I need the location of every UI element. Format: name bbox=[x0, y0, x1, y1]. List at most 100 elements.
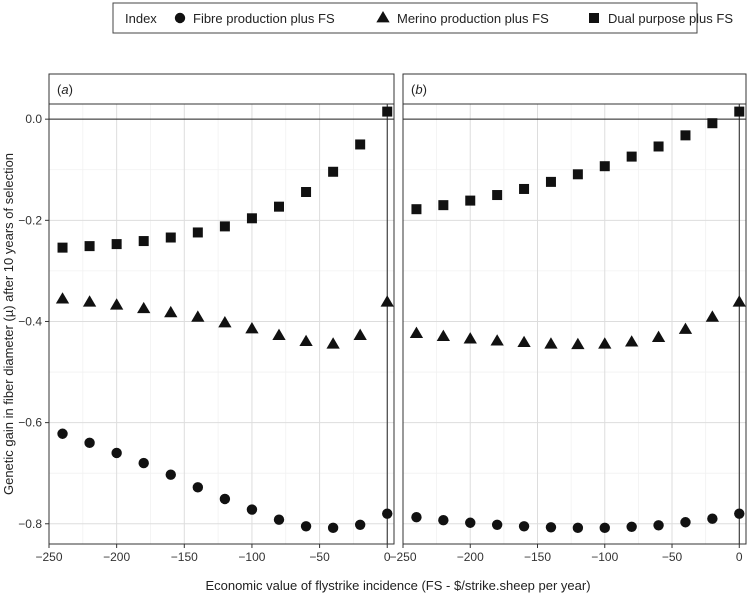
panel-label: (b) bbox=[411, 82, 427, 97]
data-point bbox=[326, 337, 340, 349]
x-tick-label: −50 bbox=[662, 550, 683, 564]
data-point bbox=[436, 329, 451, 341]
data-point bbox=[626, 151, 637, 162]
data-point bbox=[353, 328, 367, 340]
legend-label: Dual purpose plus FS bbox=[608, 11, 733, 26]
data-point bbox=[192, 482, 204, 493]
data-point bbox=[301, 187, 312, 197]
x-tick-label: −250 bbox=[35, 550, 62, 564]
data-point bbox=[599, 161, 610, 172]
data-point bbox=[519, 183, 530, 194]
data-point bbox=[438, 515, 449, 526]
x-tick-label: −100 bbox=[591, 550, 618, 564]
data-point bbox=[138, 236, 149, 247]
data-point bbox=[273, 514, 285, 525]
legend-item: Merino production plus FS bbox=[376, 11, 549, 26]
legend-marker bbox=[589, 13, 599, 23]
data-point bbox=[165, 469, 176, 480]
data-point bbox=[191, 310, 205, 322]
data-point bbox=[678, 322, 693, 334]
x-tick-label: −50 bbox=[309, 550, 330, 564]
data-point bbox=[382, 508, 393, 519]
series-triangle bbox=[55, 292, 394, 349]
panel-border bbox=[48, 103, 395, 545]
x-tick-label: −200 bbox=[103, 550, 130, 564]
data-point bbox=[84, 241, 95, 252]
data-point bbox=[707, 118, 718, 129]
data-point bbox=[137, 301, 151, 314]
data-point bbox=[192, 227, 203, 238]
data-point bbox=[492, 190, 503, 201]
series-triangle bbox=[409, 295, 746, 350]
data-point bbox=[138, 457, 149, 469]
legend-item: Fibre production plus FS bbox=[174, 11, 335, 26]
data-point bbox=[707, 513, 718, 524]
data-point bbox=[465, 195, 476, 206]
panel-label: (a) bbox=[57, 82, 73, 97]
data-point bbox=[545, 522, 557, 533]
data-point bbox=[274, 201, 284, 212]
data-point bbox=[653, 141, 664, 152]
data-point bbox=[82, 295, 97, 307]
data-point bbox=[409, 326, 424, 338]
panel-strip bbox=[402, 73, 747, 105]
legend-title: Index bbox=[125, 11, 157, 26]
panel-a: (a) −250 −200 −150 −100 −50 0 0.0 −0.2 −0.4 −0.6 −0… bbox=[18, 73, 395, 564]
data-point bbox=[84, 437, 95, 449]
x-tick-label: 0 bbox=[384, 550, 391, 564]
x-tick-label: −250 bbox=[389, 550, 416, 564]
data-point bbox=[705, 310, 720, 322]
data-point bbox=[572, 522, 584, 534]
data-point bbox=[219, 493, 231, 505]
data-point bbox=[438, 200, 449, 211]
series-square bbox=[57, 106, 393, 253]
data-point bbox=[463, 332, 477, 344]
data-point bbox=[732, 295, 746, 307]
data-point bbox=[625, 335, 639, 347]
panel-b: (b) −250 −200 −150 −100 −50 0 bbox=[389, 73, 747, 564]
legend-box bbox=[112, 2, 698, 34]
data-point bbox=[327, 522, 339, 534]
x-tick-label: 0 bbox=[736, 550, 743, 564]
x-tick-label: −150 bbox=[524, 550, 551, 564]
legend-marker bbox=[174, 12, 186, 24]
data-point bbox=[111, 239, 122, 250]
data-point bbox=[517, 335, 531, 348]
data-point bbox=[544, 337, 558, 349]
data-point bbox=[571, 337, 585, 350]
data-point bbox=[680, 130, 691, 141]
data-point bbox=[164, 305, 178, 318]
data-point bbox=[354, 519, 366, 530]
data-point bbox=[109, 298, 124, 310]
legend-marker bbox=[376, 11, 390, 23]
data-point bbox=[246, 213, 257, 224]
data-point bbox=[111, 447, 122, 459]
y-tick-label: 0.0 bbox=[25, 112, 42, 126]
data-point bbox=[490, 334, 504, 346]
data-point bbox=[572, 169, 583, 180]
legend-item: Dual purpose plus FS bbox=[589, 11, 733, 26]
data-point bbox=[245, 322, 259, 334]
data-point bbox=[355, 139, 366, 150]
data-point bbox=[651, 330, 666, 342]
panel-border bbox=[402, 103, 747, 545]
data-point bbox=[734, 106, 745, 117]
series-circle bbox=[57, 428, 393, 534]
data-point bbox=[518, 521, 530, 532]
y-tick-label: −0.8 bbox=[18, 517, 42, 531]
legend: Index Fibre production plus FS Merino prod… bbox=[112, 2, 733, 34]
data-point bbox=[300, 521, 312, 532]
x-tick-label: −200 bbox=[457, 550, 484, 564]
data-point bbox=[653, 520, 664, 531]
data-point bbox=[218, 315, 232, 328]
data-point bbox=[598, 337, 612, 349]
data-point bbox=[272, 328, 286, 340]
data-point bbox=[680, 517, 691, 528]
data-point bbox=[328, 166, 339, 177]
data-point bbox=[165, 232, 176, 243]
data-point bbox=[734, 508, 745, 519]
legend-label: Fibre production plus FS bbox=[193, 11, 335, 26]
x-axis-title: Economic value of flystrike incidence (F… bbox=[205, 578, 590, 593]
